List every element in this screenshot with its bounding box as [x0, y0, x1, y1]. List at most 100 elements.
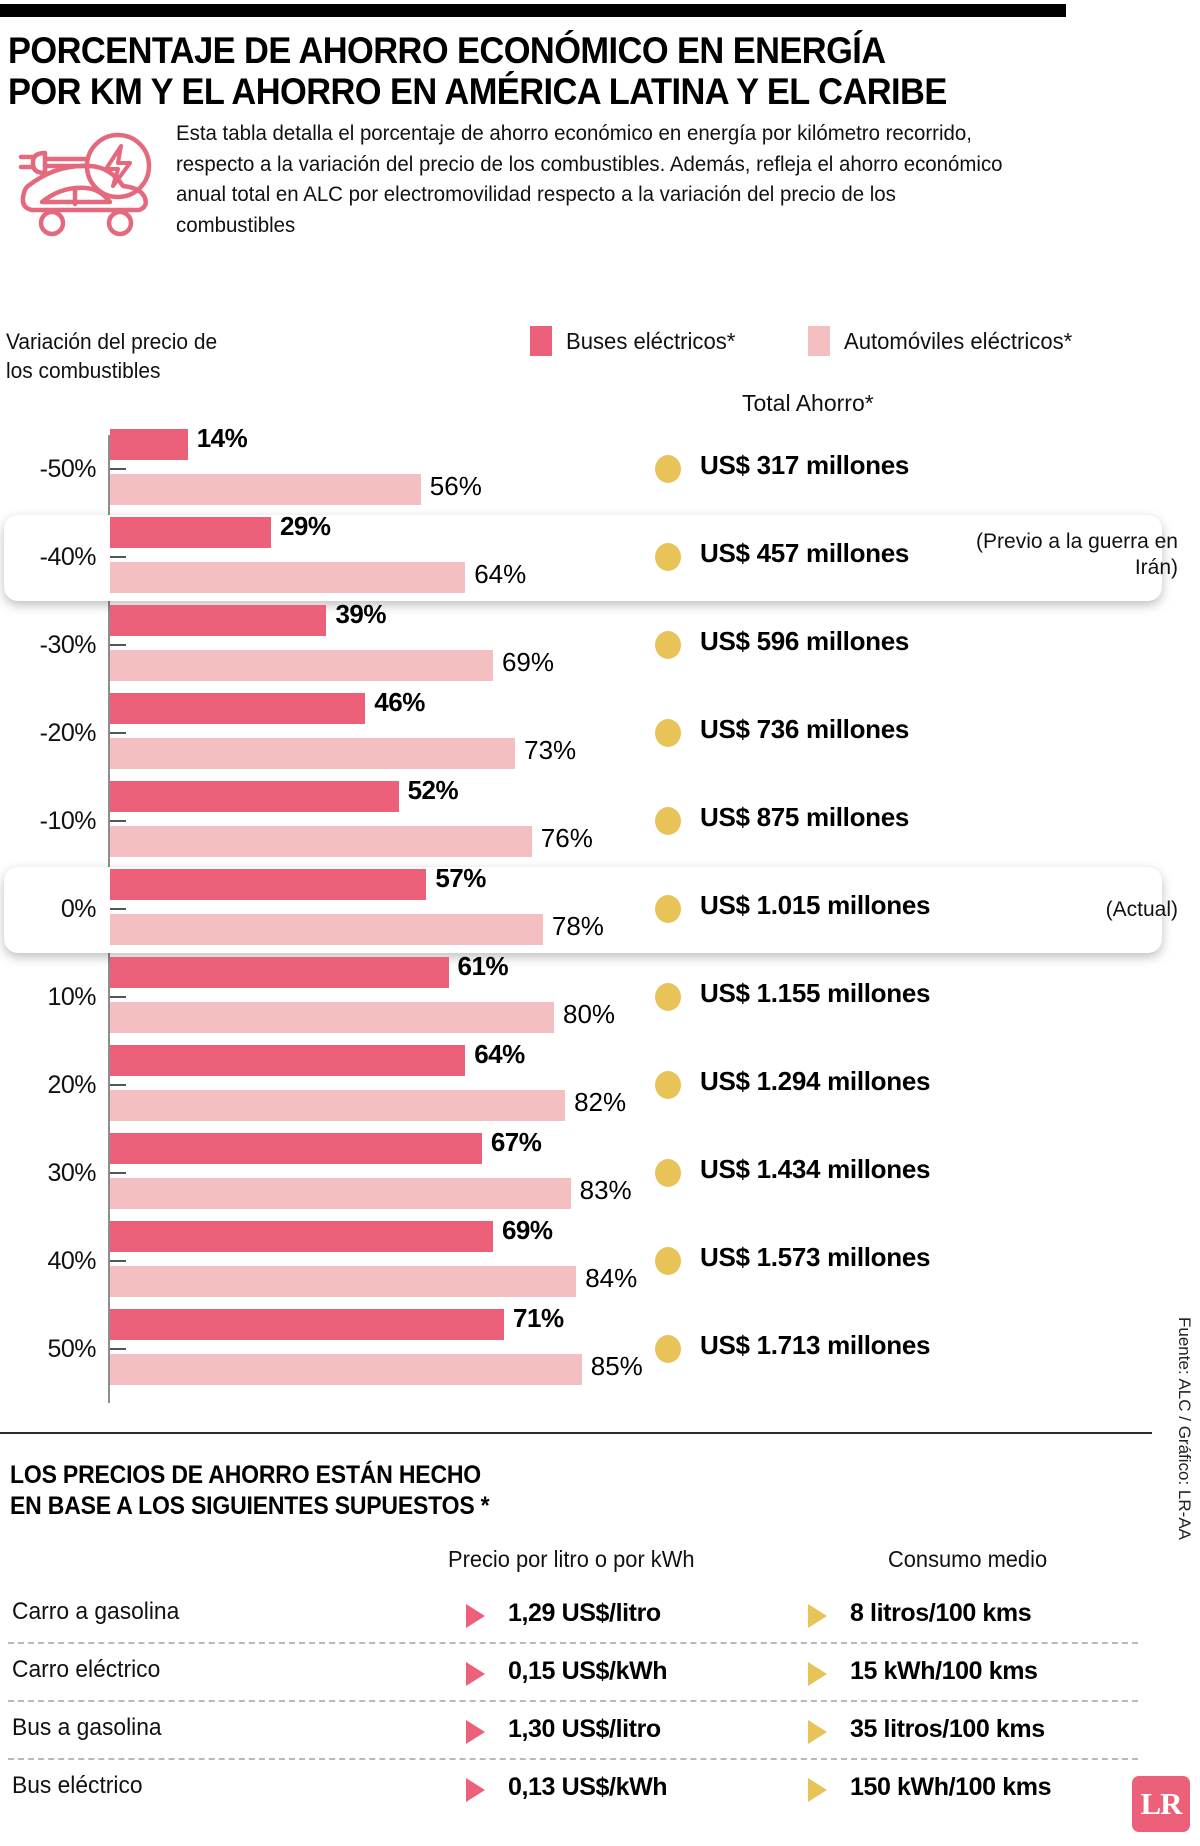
title-line-1: PORCENTAJE DE AHORRO ECONÓMICO EN ENERGÍ…: [8, 30, 886, 71]
chart-row: -20% 46% 73% US$ 736 millones: [0, 687, 1200, 777]
legend-label-buses: Buses eléctricos*: [566, 327, 736, 354]
legend-label-automoviles: Automóviles eléctricos*: [844, 327, 1073, 354]
bar-automoviles-electricos: [110, 738, 516, 769]
y-axis-tick-mark: [110, 1172, 126, 1174]
total-ahorro-value: US$ 1.294 millones: [700, 1066, 931, 1096]
bar-automoviles-electricos: [110, 914, 543, 945]
bar-label-automoviles: 69%: [501, 647, 554, 677]
bar-automoviles-electricos: [110, 1178, 571, 1209]
total-ahorro-value: US$ 317 millones: [700, 450, 910, 480]
price-value: 0,15 US$/kWh: [508, 1657, 668, 1685]
vehicle-type-label: Carro a gasolina: [12, 1598, 180, 1625]
chart-row: 20% 64% 82% US$ 1.294 millones: [0, 1039, 1200, 1129]
top-rule: [0, 4, 1066, 17]
triangle-marker-price-icon: [466, 1662, 485, 1686]
triangle-marker-price-icon: [466, 1720, 485, 1744]
total-ahorro-dot-icon: [655, 1335, 681, 1363]
total-ahorro-dot-icon: [655, 1159, 681, 1187]
bar-automoviles-electricos: [110, 562, 466, 593]
bar-automoviles-electricos: [110, 1090, 566, 1121]
bar-label-buses: 71%: [513, 1303, 564, 1333]
y-axis-tick-mark: [110, 732, 126, 734]
page-title: PORCENTAJE DE AHORRO ECONÓMICO EN ENERGÍ…: [8, 30, 1059, 113]
column-header-consumption: Consumo medio: [888, 1546, 1048, 1572]
bar-automoviles-electricos: [110, 474, 421, 505]
y-axis-tick-mark: [110, 1084, 126, 1086]
bar-buses-electricos: [110, 517, 271, 548]
total-ahorro-value: US$ 596 millones: [700, 626, 910, 656]
bar-label-buses: 67%: [490, 1127, 542, 1157]
bar-buses-electricos: [110, 869, 427, 900]
y-axis-tick-label: -50%: [39, 455, 97, 483]
y-axis-tick-mark: [110, 556, 126, 558]
bar-label-automoviles: 56%: [429, 471, 482, 501]
bar-label-automoviles: 82%: [574, 1087, 627, 1117]
bar-label-buses: 14%: [196, 423, 248, 453]
bar-label-buses: 46%: [374, 687, 425, 717]
bar-label-automoviles: 78%: [551, 911, 604, 941]
row-annotation: (Previo a la guerra en Irán): [976, 530, 1178, 580]
section-divider: [0, 1432, 1152, 1434]
bar-label-buses: 61%: [457, 951, 509, 981]
bar-label-buses: 69%: [501, 1215, 553, 1245]
assumptions-table-header: Precio por litro o por kWh Consumo medio: [8, 1546, 1138, 1586]
vehicle-type-label: Bus eléctrico: [12, 1772, 143, 1799]
y-axis-tick-mark: [110, 908, 126, 910]
bar-buses-electricos: [110, 1045, 466, 1076]
consumption-value: 8 litros/100 kms: [850, 1599, 1032, 1627]
total-ahorro-dot-icon: [655, 895, 681, 923]
vehicle-type-label: Bus a gasolina: [12, 1714, 162, 1741]
total-ahorro-value: US$ 1.713 millones: [700, 1330, 931, 1360]
bar-automoviles-electricos: [110, 1354, 582, 1385]
y-axis-tick-mark: [110, 468, 126, 470]
total-ahorro-header: Total Ahorro*: [742, 390, 874, 416]
bar-buses-electricos: [110, 957, 449, 988]
y-axis-tick-label: -30%: [39, 631, 97, 659]
assumptions-title-line-2: EN BASE A LOS SIGUIENTES SUPUESTOS *: [10, 1492, 490, 1521]
y-axis-tick-mark: [110, 1260, 126, 1262]
bar-buses-electricos: [110, 1133, 482, 1164]
table-row: Bus eléctrico 0,13 US$/kWh 150 kWh/100 kms: [8, 1760, 1138, 1818]
consumption-value: 15 kWh/100 kms: [850, 1657, 1038, 1685]
bar-label-automoviles: 80%: [563, 999, 616, 1029]
bar-buses-electricos: [110, 605, 327, 636]
consumption-value: 35 litros/100 kms: [850, 1715, 1045, 1743]
title-line-2: POR KM Y EL AHORRO EN AMÉRICA LATINA Y E…: [8, 71, 947, 113]
bar-label-automoviles: 76%: [540, 823, 593, 853]
chart-legend: Buses eléctricos* Automóviles eléctricos…: [530, 326, 1082, 356]
triangle-marker-price-icon: [466, 1604, 485, 1628]
y-axis-tick-mark: [110, 820, 126, 822]
y-axis-tick-label: 40%: [47, 1247, 96, 1275]
chart-row: -40% 29% 64% US$ 457 millones (Previo a la g…: [0, 511, 1200, 601]
y-axis-tick-label: -40%: [39, 543, 97, 571]
assumptions-title-line-1: LOS PRECIOS DE AHORRO ESTÁN HECHO: [10, 1461, 482, 1489]
total-ahorro-value: US$ 457 millones: [700, 538, 910, 568]
bar-buses-electricos: [110, 429, 188, 460]
bar-buses-electricos: [110, 693, 366, 724]
total-ahorro-dot-icon: [655, 1071, 681, 1099]
price-value: 0,13 US$/kWh: [508, 1773, 668, 1801]
legend-swatch-automoviles: [808, 326, 831, 356]
y-axis-tick-label: 30%: [47, 1159, 96, 1187]
total-ahorro-dot-icon: [655, 719, 681, 747]
assumptions-table: Precio por litro o por kWh Consumo medio…: [8, 1546, 1138, 1818]
bar-label-buses: 52%: [407, 775, 459, 805]
triangle-marker-price-icon: [466, 1778, 485, 1802]
y-axis-tick-label: 0%: [60, 895, 97, 923]
legend-swatch-buses: [530, 326, 552, 356]
total-ahorro-dot-icon: [655, 631, 681, 659]
chart-row: 30% 67% 83% US$ 1.434 millones: [0, 1127, 1200, 1217]
bar-automoviles-electricos: [110, 650, 493, 681]
assumptions-table-body: Carro a gasolina 1,29 US$/litro 8 litros/1…: [8, 1586, 1138, 1818]
bar-label-buses: 29%: [279, 511, 331, 541]
vehicle-type-label: Carro eléctrico: [12, 1656, 161, 1683]
chart-row: -50% 14% 56% US$ 317 millones: [0, 423, 1200, 513]
bar-automoviles-electricos: [110, 1002, 554, 1033]
y-axis-tick-label: 50%: [47, 1335, 96, 1363]
assumptions-title: LOS PRECIOS DE AHORRO ESTÁN HECHO EN BAS…: [10, 1460, 654, 1523]
total-ahorro-value: US$ 736 millones: [700, 714, 910, 744]
legend-item-buses: Buses eléctricos*: [530, 326, 742, 356]
y-axis-tick-label: 20%: [47, 1071, 96, 1099]
chart-row: -30% 39% 69% US$ 596 millones: [0, 599, 1200, 689]
